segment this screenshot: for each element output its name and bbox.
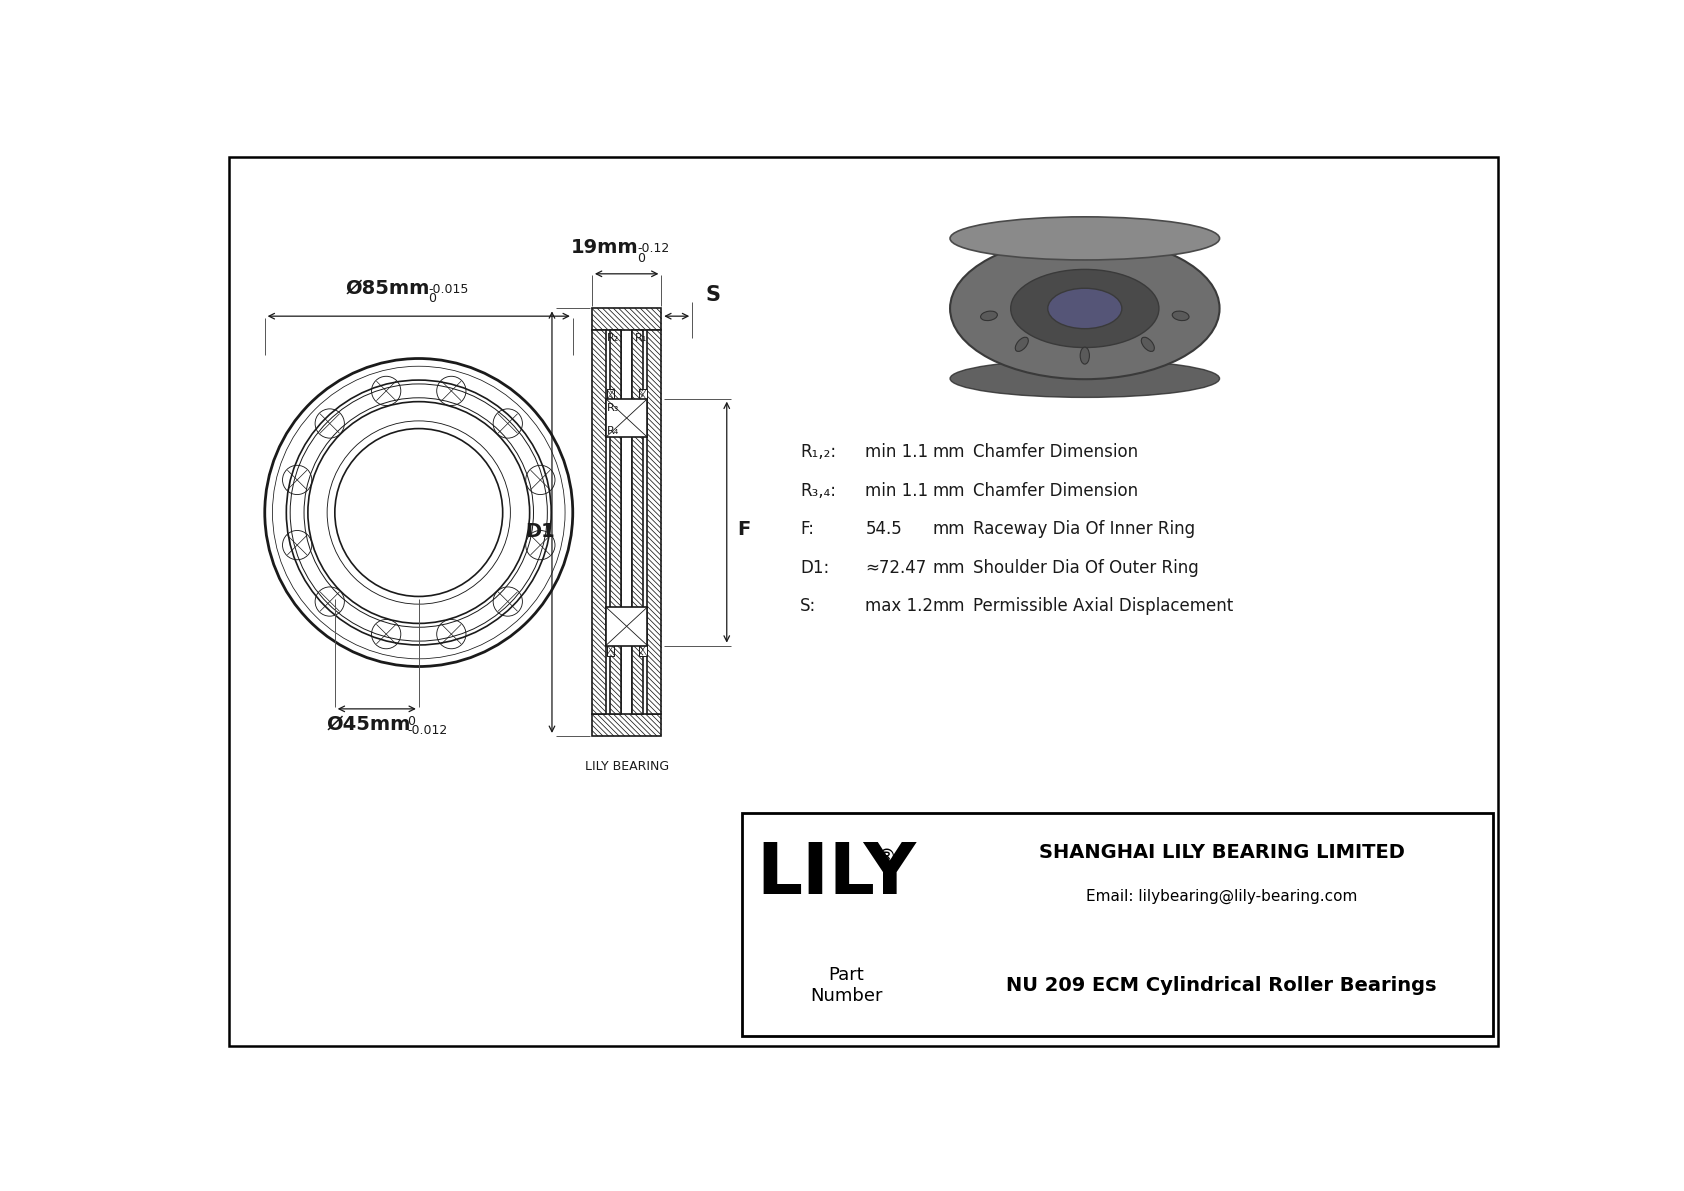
Ellipse shape [1010, 269, 1159, 348]
Text: LILY: LILY [756, 840, 916, 909]
Ellipse shape [950, 217, 1219, 260]
Text: S: S [706, 286, 721, 305]
Ellipse shape [950, 238, 1219, 379]
Text: Chamfer Dimension: Chamfer Dimension [973, 481, 1138, 500]
Ellipse shape [1015, 337, 1029, 351]
Text: mm: mm [933, 520, 965, 538]
Bar [606, 607, 647, 646]
Text: Email: lilybearing@lily-bearing.com: Email: lilybearing@lily-bearing.com [1086, 888, 1357, 904]
Text: mm: mm [933, 559, 965, 576]
Ellipse shape [980, 311, 997, 320]
Text: NU 209 ECM Cylindrical Roller Bearings: NU 209 ECM Cylindrical Roller Bearings [1007, 977, 1436, 996]
Ellipse shape [950, 360, 1219, 398]
Text: 54.5: 54.5 [866, 520, 903, 538]
Text: ≈72.47: ≈72.47 [866, 559, 926, 576]
Text: -0.012: -0.012 [408, 724, 448, 737]
Text: R₁: R₁ [635, 333, 647, 343]
Text: Shoulder Dia Of Outer Ring: Shoulder Dia Of Outer Ring [973, 559, 1199, 576]
Text: -0.12: -0.12 [638, 242, 670, 255]
Text: mm: mm [933, 481, 965, 500]
Bar [593, 308, 662, 330]
Text: R₂: R₂ [606, 333, 620, 343]
Text: max 1.2: max 1.2 [866, 597, 933, 616]
Text: -0.015: -0.015 [428, 283, 468, 297]
Text: LILY BEARING: LILY BEARING [584, 761, 669, 773]
Text: ®: ® [876, 848, 896, 867]
Bar [606, 399, 647, 437]
Text: min 1.1: min 1.1 [866, 443, 928, 461]
Text: min 1.1: min 1.1 [866, 481, 928, 500]
Bar [638, 388, 647, 400]
Bar [606, 644, 615, 655]
Text: Ø85mm: Ø85mm [345, 279, 429, 298]
Text: 0: 0 [638, 251, 645, 264]
Text: 0: 0 [428, 292, 436, 305]
Bar [606, 388, 615, 400]
Text: R₃: R₃ [606, 404, 620, 413]
Text: D1: D1 [525, 522, 554, 541]
Text: Permissible Axial Displacement: Permissible Axial Displacement [973, 597, 1233, 616]
Text: S:: S: [800, 597, 817, 616]
Bar [593, 715, 662, 736]
Text: SHANGHAI LILY BEARING LIMITED: SHANGHAI LILY BEARING LIMITED [1039, 842, 1404, 861]
Text: F:: F: [800, 520, 813, 538]
Ellipse shape [1047, 288, 1122, 329]
Bar [632, 330, 643, 715]
Bar [611, 330, 621, 715]
Bar [743, 812, 1494, 1036]
Text: mm: mm [933, 443, 965, 461]
Text: R₃,₄:: R₃,₄: [800, 481, 835, 500]
Text: Part
Number: Part Number [810, 966, 882, 1005]
Text: F: F [738, 520, 751, 540]
Text: 0: 0 [408, 715, 416, 728]
Text: Ø45mm: Ø45mm [327, 715, 411, 734]
Bar [647, 330, 662, 715]
Text: 19mm: 19mm [571, 238, 638, 257]
Text: Raceway Dia Of Inner Ring: Raceway Dia Of Inner Ring [973, 520, 1196, 538]
Ellipse shape [1079, 347, 1090, 364]
Text: Chamfer Dimension: Chamfer Dimension [973, 443, 1138, 461]
Ellipse shape [1142, 337, 1154, 351]
Bar [638, 644, 647, 655]
Ellipse shape [1172, 311, 1189, 320]
Text: R₁,₂:: R₁,₂: [800, 443, 835, 461]
Text: mm: mm [933, 597, 965, 616]
Text: R₄: R₄ [606, 425, 620, 436]
Bar [593, 330, 606, 715]
Text: D1:: D1: [800, 559, 829, 576]
